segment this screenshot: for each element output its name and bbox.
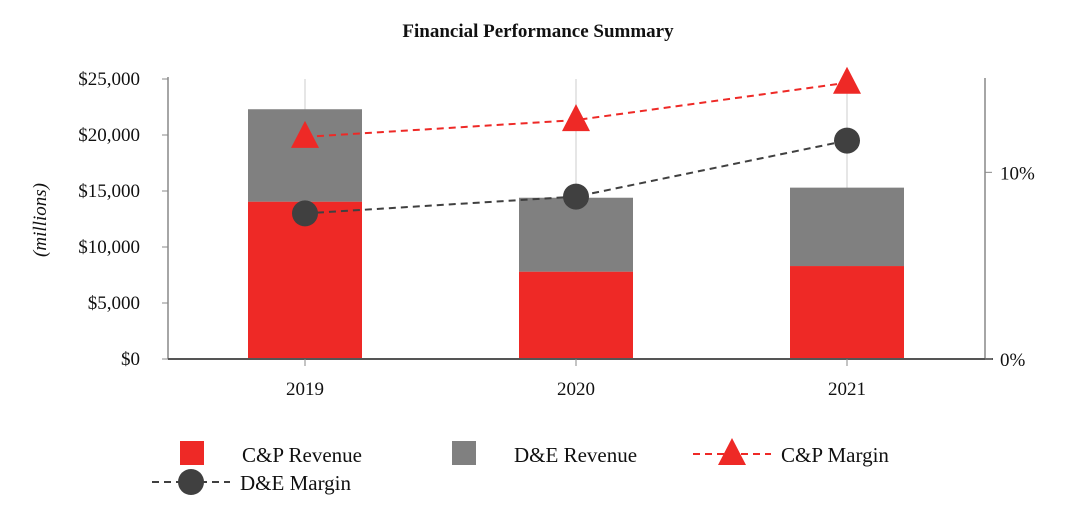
- bar-cprevenue-2021: [790, 266, 904, 359]
- y-tick-label: $25,000: [78, 69, 140, 90]
- legend-swatch-derevenue: [452, 441, 476, 465]
- bar-cprevenue-2019: [248, 201, 362, 359]
- y2-tick-label: 0%: [1000, 350, 1026, 371]
- x-tick-label: 2019: [286, 379, 324, 400]
- y-tick-label: $15,000: [78, 181, 140, 202]
- bar-derevenue-2020: [519, 197, 633, 272]
- legend-label-cpmargin: C&P Margin: [781, 443, 889, 467]
- legend-swatch-cprevenue: [180, 441, 204, 465]
- x-tick-label: 2021: [828, 379, 866, 400]
- y-tick-label: $10,000: [78, 237, 140, 258]
- y-tick-label: $0: [121, 349, 140, 370]
- bar-derevenue-2021: [790, 187, 904, 267]
- legend-label-cprevenue: C&P Revenue: [242, 443, 362, 467]
- point-demargin-2020: [563, 183, 589, 210]
- point-cpmargin-2019: [291, 120, 319, 148]
- y2-tick-label: 10%: [1000, 163, 1035, 184]
- y-axis-label: (millions): [30, 183, 51, 257]
- legend-label-derevenue: D&E Revenue: [514, 443, 637, 467]
- point-cpmargin-2021: [833, 66, 861, 94]
- y-tick-label: $20,000: [78, 125, 140, 146]
- point-demargin-2019: [292, 200, 318, 227]
- point-cpmargin-2020: [562, 104, 590, 132]
- legend-marker-demargin: [178, 469, 204, 495]
- x-tick-label: 2020: [557, 379, 595, 400]
- chart-title: Financial Performance Summary: [402, 21, 674, 42]
- legend-label-demargin: D&E Margin: [240, 471, 352, 495]
- point-demargin-2021: [834, 127, 860, 154]
- line-demargin: [304, 139, 848, 215]
- bar-cprevenue-2020: [519, 271, 633, 359]
- line-cpmargin: [304, 81, 848, 138]
- y-tick-label: $5,000: [88, 293, 140, 314]
- legend-marker-cpmargin: [718, 438, 746, 465]
